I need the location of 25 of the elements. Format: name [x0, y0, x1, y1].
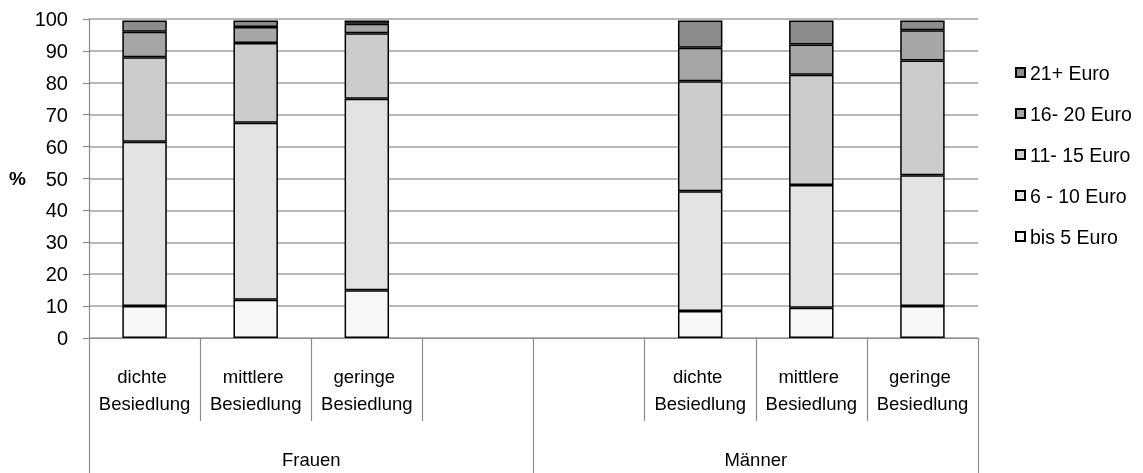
- text: Männer: [724, 449, 788, 470]
- x-tick-label: geringe Besiedlung: [876, 366, 969, 414]
- y-axis-title: %: [9, 168, 27, 189]
- y-tick-label: 80: [45, 71, 68, 94]
- y-tick-label: 100: [34, 8, 68, 30]
- y-tick-label: 30: [45, 231, 68, 254]
- y-tick-label: 20: [45, 263, 68, 286]
- y-tick-label: 60: [45, 135, 68, 158]
- y-tick-label: 90: [45, 39, 68, 62]
- x-tick-label: geringe Besiedlung: [321, 366, 413, 414]
- x-tick-label: dichte Besiedlung: [654, 366, 746, 414]
- y-tick-label: 10: [45, 295, 68, 318]
- legend-label: bis 5 Euro: [1030, 225, 1118, 248]
- x-tick-label: dichte Besiedlung: [98, 366, 191, 414]
- legend-label: 6 - 10 Euro: [1030, 184, 1127, 207]
- legend-label: 21+ Euro: [1030, 61, 1110, 84]
- text: Frauen: [281, 449, 341, 470]
- y-tick-label: 40: [45, 199, 68, 222]
- x-tick-label: mittlere Besiedlung: [765, 366, 858, 414]
- legend-label: 16- 20 Euro: [1030, 102, 1133, 125]
- legend-label: 11- 15 Euro: [1030, 143, 1131, 166]
- y-tick-label: 50: [45, 167, 68, 190]
- x-tick-label: mittlere Besiedlung: [209, 366, 302, 414]
- y-tick-label: 70: [45, 103, 68, 126]
- y-tick-label: 0: [56, 327, 68, 349]
